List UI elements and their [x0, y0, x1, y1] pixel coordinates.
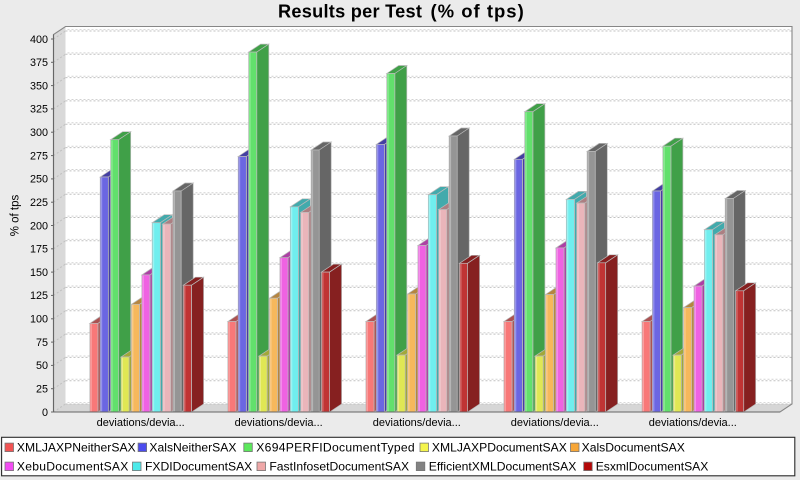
- svg-text:deviations/devia...: deviations/devia...: [235, 417, 323, 429]
- svg-text:25: 25: [36, 384, 48, 396]
- svg-text:(% of tps): (% of tps): [431, 1, 525, 22]
- svg-text:EfficientXMLDocumentSAX: EfficientXMLDocumentSAX: [429, 459, 577, 473]
- svg-text:200: 200: [30, 220, 48, 232]
- svg-text:XebuDocumentSAX: XebuDocumentSAX: [17, 459, 129, 473]
- svg-text:325: 325: [30, 104, 48, 116]
- svg-text:150: 150: [30, 267, 48, 279]
- svg-text:250: 250: [30, 174, 48, 186]
- svg-text:XMLJAXPNeitherSAX: XMLJAXPNeitherSAX: [17, 440, 136, 454]
- svg-text:EsxmlDocumentSAX: EsxmlDocumentSAX: [596, 459, 709, 473]
- svg-text:175: 175: [30, 244, 48, 256]
- svg-text:XalsDocumentSAX: XalsDocumentSAX: [582, 440, 685, 454]
- svg-text:XalsNeitherSAX: XalsNeitherSAX: [149, 440, 236, 454]
- svg-text:225: 225: [30, 197, 48, 209]
- svg-text:300: 300: [30, 127, 48, 139]
- svg-text:% of tps: % of tps: [10, 194, 22, 236]
- svg-text:400: 400: [30, 34, 48, 46]
- svg-text:deviations/devia...: deviations/devia...: [649, 417, 737, 429]
- svg-text:350: 350: [30, 80, 48, 92]
- svg-text:50: 50: [36, 360, 48, 372]
- svg-text:Results per Test: Results per Test: [278, 2, 422, 22]
- svg-text:deviations/devia...: deviations/devia...: [511, 417, 599, 429]
- svg-text:deviations/devia...: deviations/devia...: [373, 417, 461, 429]
- svg-text:X694PERFIDocumentTyped: X694PERFIDocumentTyped: [256, 440, 415, 454]
- svg-text:XMLJAXPDocumentSAX: XMLJAXPDocumentSAX: [432, 440, 567, 454]
- svg-text:deviations/devia...: deviations/devia...: [97, 417, 185, 429]
- svg-text:125: 125: [30, 290, 48, 302]
- svg-text:275: 275: [30, 150, 48, 162]
- svg-text:FastInfosetDocumentSAX: FastInfosetDocumentSAX: [269, 459, 409, 473]
- svg-text:FXDIDocumentSAX: FXDIDocumentSAX: [145, 459, 252, 473]
- svg-text:75: 75: [36, 337, 48, 349]
- svg-text:0: 0: [42, 407, 48, 419]
- svg-text:375: 375: [30, 57, 48, 69]
- svg-text:100: 100: [30, 314, 48, 326]
